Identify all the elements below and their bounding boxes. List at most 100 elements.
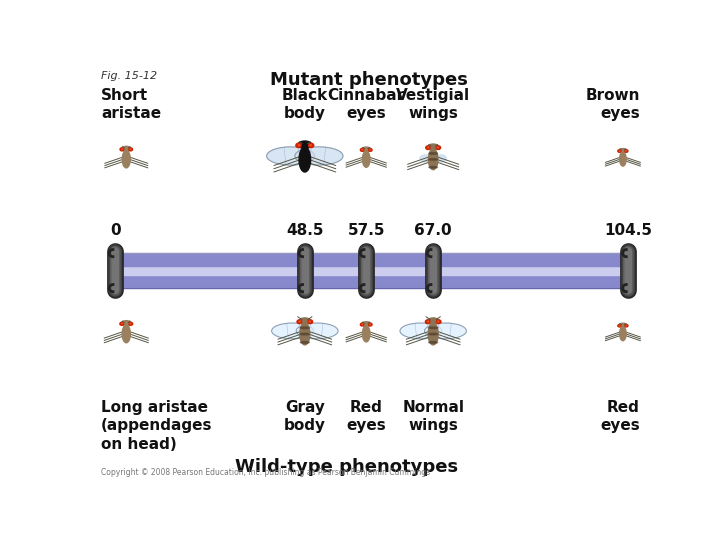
Ellipse shape [120,322,124,325]
Ellipse shape [619,323,627,327]
Ellipse shape [428,321,429,322]
Bar [115,282,629,284]
Text: Copyright © 2008 Pearson Education, Inc. publishing as Pearson Benjamin Cummings: Copyright © 2008 Pearson Education, Inc.… [101,468,431,477]
Text: Normal
wings: Normal wings [402,400,464,433]
Bar [115,269,629,271]
Ellipse shape [300,323,310,345]
Bar [115,283,629,285]
Text: 104.5: 104.5 [605,224,652,238]
Ellipse shape [361,322,371,327]
Ellipse shape [362,326,370,342]
Ellipse shape [428,341,438,343]
Ellipse shape [271,323,313,339]
Text: Fig. 15-12: Fig. 15-12 [101,71,157,81]
Ellipse shape [426,146,430,150]
Ellipse shape [309,143,314,147]
Ellipse shape [298,141,312,148]
Text: 48.5: 48.5 [286,224,323,238]
Ellipse shape [420,155,431,162]
Ellipse shape [625,325,628,327]
Ellipse shape [310,145,311,146]
Bar [115,285,629,286]
Ellipse shape [369,324,371,325]
Ellipse shape [429,159,438,160]
Ellipse shape [625,150,628,152]
Ellipse shape [300,341,310,343]
Ellipse shape [130,149,131,150]
Ellipse shape [429,153,438,154]
Ellipse shape [435,155,446,162]
Bar [115,275,629,276]
Ellipse shape [296,323,338,339]
Bar [115,266,629,267]
Text: Gray
body: Gray body [284,400,326,433]
Bar [115,281,629,282]
Bar [115,262,629,264]
Ellipse shape [122,146,131,151]
Bar [115,260,629,261]
Ellipse shape [361,147,371,152]
Ellipse shape [298,145,300,146]
Text: 0: 0 [109,224,120,238]
Ellipse shape [438,321,439,322]
Ellipse shape [361,323,364,326]
Ellipse shape [400,323,442,339]
Bar [115,263,629,265]
Ellipse shape [369,148,372,151]
Text: Mutant phenotypes: Mutant phenotypes [270,71,468,89]
Bar [115,272,629,273]
Ellipse shape [129,148,132,151]
Text: Long aristae
(appendages
on head): Long aristae (appendages on head) [101,400,212,452]
Bar [115,255,629,256]
Ellipse shape [297,320,302,323]
Ellipse shape [122,321,131,326]
Ellipse shape [436,146,441,150]
Ellipse shape [426,320,430,323]
Text: Wild-type phenotypes: Wild-type phenotypes [235,458,458,476]
Ellipse shape [299,147,310,172]
Bar [115,253,629,254]
Ellipse shape [369,323,372,326]
Ellipse shape [428,144,439,150]
Ellipse shape [120,148,124,151]
Text: Red
eyes: Red eyes [600,400,639,433]
Ellipse shape [296,143,301,147]
Bar [115,287,629,288]
Ellipse shape [122,325,130,343]
Ellipse shape [122,151,130,168]
Ellipse shape [619,325,620,326]
Bar [115,256,629,258]
Bar [115,261,629,262]
Ellipse shape [429,166,438,168]
Text: Brown
eyes: Brown eyes [585,87,639,122]
Ellipse shape [129,322,132,325]
Text: 67.0: 67.0 [414,224,452,238]
Bar [115,279,629,280]
Text: Red
eyes: Red eyes [346,400,386,433]
Text: Cinnabar
eyes: Cinnabar eyes [328,87,405,122]
Ellipse shape [361,148,364,151]
Bar [115,273,629,274]
Ellipse shape [618,150,621,152]
Ellipse shape [299,321,300,322]
Ellipse shape [436,320,441,323]
Text: Short
aristae: Short aristae [101,87,161,122]
Bar [115,274,629,275]
Ellipse shape [295,147,343,165]
Ellipse shape [308,320,312,323]
Bar [115,257,629,259]
Bar [115,270,629,272]
Ellipse shape [428,333,438,335]
Ellipse shape [112,253,119,288]
Bar [115,268,629,269]
Ellipse shape [362,324,363,325]
Ellipse shape [625,253,632,288]
Ellipse shape [299,318,311,325]
Text: Black
body: Black body [282,87,328,122]
Ellipse shape [425,323,467,339]
Ellipse shape [300,333,310,335]
Bar [115,286,629,287]
Text: 57.5: 57.5 [348,224,385,238]
Ellipse shape [428,323,438,345]
Bar [115,264,629,266]
